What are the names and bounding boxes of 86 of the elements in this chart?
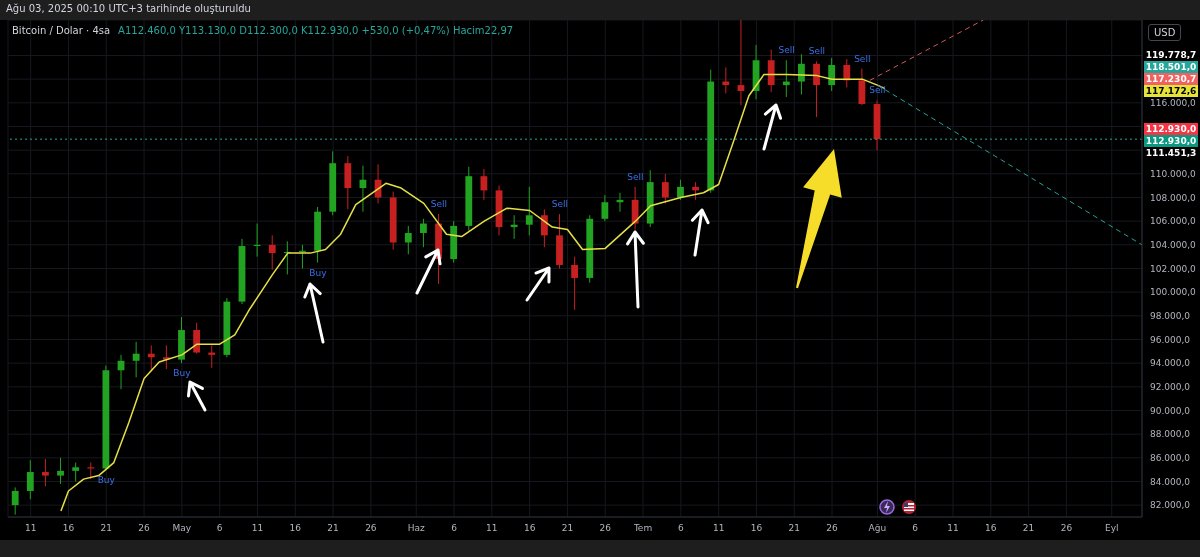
y-axis-title: USD [1148,24,1182,41]
candlestick [828,57,836,92]
candlestick [798,53,805,96]
x-tick-label: Ağu [868,523,887,534]
annotation: Buy [308,266,328,279]
candlestick [601,194,609,222]
y-tick-label: 106.000,0 [1150,216,1197,227]
y-tick-label: 90.000,0 [1150,405,1191,416]
x-tick-label: 26 [138,523,151,534]
x-tick-label: 26 [826,523,839,534]
annotation: Sell [777,44,796,57]
x-tick-label: 16 [289,523,302,534]
x-tick-label: 16 [523,523,536,534]
y-tick-label: 82.000,0 [1150,500,1191,511]
text: Ağu 03, 2025 00:10 UTC+3 tarihinde oluşturuldu [6,3,251,14]
annotation: Buy [172,367,192,380]
candlestick [540,208,548,248]
x-tick-label: May [172,523,192,534]
x-tick-label: 11 [24,523,37,534]
x-tick-label: 16 [985,523,997,534]
x-tick-label: 21 [327,523,339,534]
y-tick-label: 104.000,0 [1150,240,1197,251]
candlestick [420,218,427,248]
x-tick-label: 21 [100,523,113,534]
candlestick [813,60,820,118]
candlestick [57,457,64,485]
x-tick-label: 6 [216,523,223,534]
candlestick [42,458,49,487]
x-tick-label: 26 [1060,523,1073,534]
annotation: Sell [853,52,872,65]
y-tick-label: 84.000,0 [1150,476,1191,487]
x-tick-label: 6 [451,523,458,534]
x-tick-label: 16 [750,523,763,534]
candlestick [268,234,276,271]
text: 118.501,0 [1144,61,1198,73]
x-tick-label: 6 [912,523,919,534]
candlestick [677,179,684,201]
annotation: Sell [626,170,645,183]
x-tick-label: Tem [632,523,653,534]
x-tick-label: 21 [561,523,574,534]
candlestick [26,459,34,500]
text: 112.930,0 [1144,135,1198,147]
y-tick-label: 88.000,0 [1150,429,1191,440]
text: Bitcoin / Dolar · 4sa [12,25,111,36]
x-tick-label: 11 [712,523,725,534]
y-tick-label: 94.000,0 [1150,358,1191,369]
text: 119.778,7 [1144,49,1198,61]
candlestick [661,173,669,204]
y-tick-label: 92.000,0 [1150,382,1191,393]
x-tick-label: Eyl [1105,523,1119,534]
y-tick-label: 108.000,0 [1150,192,1197,203]
candlestick [193,322,201,355]
annotation: A112.460,0 Y113.130,0 D112.300,0 K112.930,0 +530,0 (+0,47%) Hacim22,97 [118,25,514,36]
x-tick-label: 26 [599,523,612,534]
candlestick [631,186,639,230]
y-tick-label: 100.000,0 [1150,287,1197,298]
y-tick-label: 96.000,0 [1150,334,1191,345]
candlestick [404,225,412,255]
annotation: Sell [807,45,827,58]
text: 111.451,3 [1144,147,1198,159]
annotation: Buy [96,473,116,486]
candlestick [11,486,19,516]
y-tick-label: 116.000,0 [1150,98,1197,109]
text: 117.230,7 [1144,73,1198,85]
candlestick [571,256,579,311]
annotation: Sell [550,198,569,211]
candlestick [132,341,140,378]
x-tick-label: 11 [251,523,264,534]
y-tick-label: 102.000,0 [1150,263,1197,274]
candlestick [72,462,80,482]
x-tick-label: 21 [788,523,800,534]
x-tick-label: 11 [947,523,959,534]
annotation: Sell [868,84,887,97]
y-tick-label: 98.000,0 [1150,311,1191,322]
x-tick-label: 16 [62,523,75,534]
x-tick-label: 11 [486,523,498,534]
y-tick-label: 86.000,0 [1150,453,1191,464]
annotation: Sell [429,198,449,211]
candlestick [525,186,533,236]
x-tick-label: Haz [407,523,426,534]
x-tick-label: 6 [677,523,684,534]
text: 117.172,6 [1144,85,1198,97]
text: 112.930,0 [1144,123,1198,135]
y-tick-label: 110.000,0 [1150,169,1197,180]
x-tick-label: 21 [1022,523,1035,534]
x-tick-label: 26 [365,523,377,534]
